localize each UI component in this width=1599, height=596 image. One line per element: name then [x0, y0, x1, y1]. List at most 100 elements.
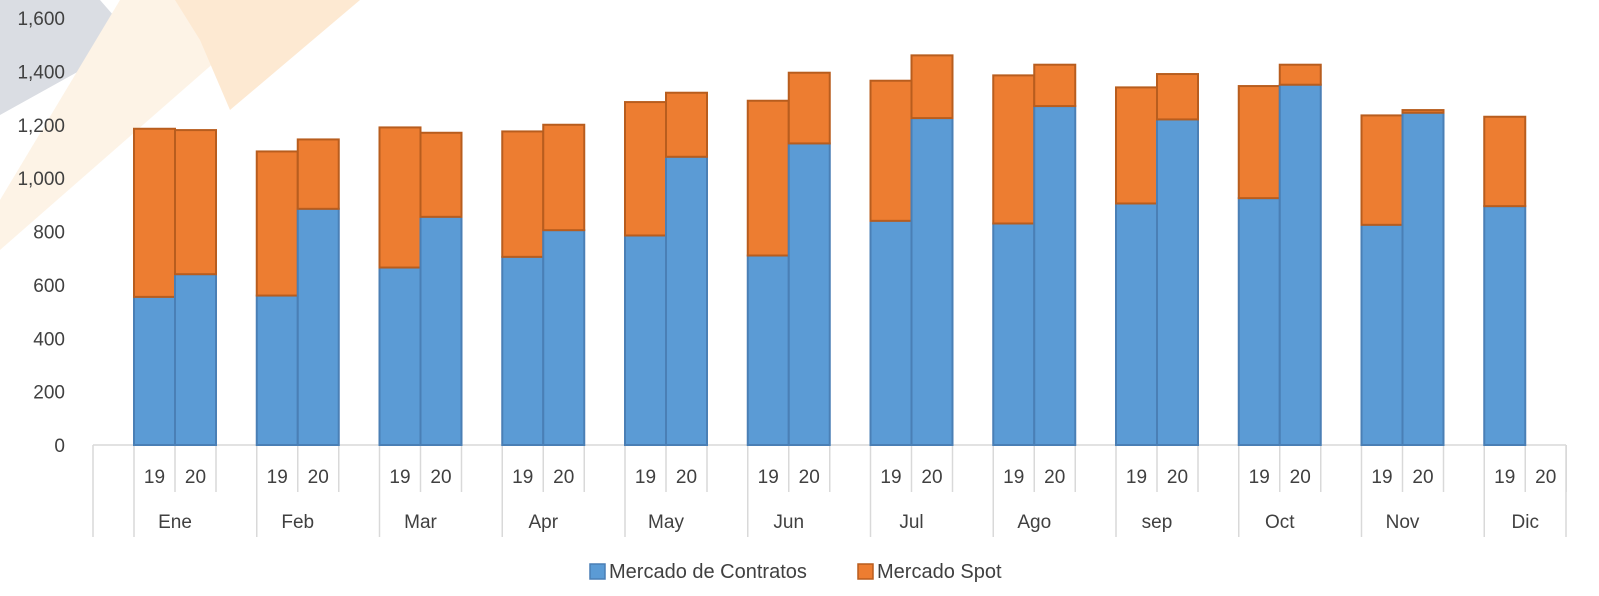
- y-tick-label: 1,600: [17, 9, 65, 30]
- x-subcategory-label: 19: [1249, 467, 1270, 488]
- bar-spot: [296, 138, 340, 210]
- x-subcategory-label: 19: [1003, 467, 1024, 488]
- x-subcategory-label: 19: [512, 467, 533, 488]
- bar-spot: [133, 127, 176, 298]
- bar-contratos: [665, 155, 708, 446]
- x-subcategory-label: 20: [553, 467, 574, 488]
- bar-contratos: [910, 117, 954, 446]
- bar-contratos: [1360, 223, 1404, 446]
- x-group-label: May: [648, 512, 684, 533]
- y-tick-label: 1,400: [17, 62, 65, 83]
- background-decoration: [0, 0, 360, 250]
- bar-contratos: [255, 294, 299, 446]
- bar-spot: [1156, 73, 1199, 121]
- x-group-label: Dic: [1512, 512, 1539, 533]
- x-subcategory-label: 20: [1167, 467, 1188, 488]
- bar-contratos: [133, 295, 176, 446]
- legend-label: Mercado Spot: [877, 561, 1002, 583]
- x-group-label: Ago: [1017, 512, 1051, 533]
- y-tick-label: 1,000: [17, 169, 65, 190]
- bar-spot: [746, 99, 790, 257]
- bar-spot: [1360, 114, 1404, 226]
- bar-contratos: [746, 254, 790, 446]
- x-group-label: Mar: [404, 512, 437, 533]
- x-subcategory-label: 20: [1535, 467, 1556, 488]
- bar-spot: [624, 101, 667, 237]
- y-tick-label: 200: [33, 383, 65, 404]
- bar-spot: [910, 54, 954, 120]
- legend-swatch: [857, 563, 874, 580]
- x-subcategory-label: 20: [676, 467, 697, 488]
- bar-spot: [665, 91, 708, 158]
- bar-contratos: [624, 234, 667, 446]
- x-subcategory-label: 20: [430, 467, 451, 488]
- x-subcategory-label: 20: [1290, 467, 1311, 488]
- bar-spot: [1401, 109, 1445, 114]
- bar-contratos: [869, 219, 913, 446]
- bar-spot: [255, 150, 299, 297]
- y-tick-label: 0: [54, 436, 65, 457]
- x-subcategory-label: 19: [1126, 467, 1147, 488]
- bar-contratos: [992, 222, 1036, 446]
- x-subcategory-label: 20: [1412, 467, 1433, 488]
- x-subcategory-label: 20: [799, 467, 820, 488]
- x-group-label: Oct: [1265, 512, 1295, 533]
- legend-label: Mercado de Contratos: [609, 561, 807, 583]
- x-subcategory-label: 20: [921, 467, 942, 488]
- y-tick-label: 400: [33, 329, 65, 350]
- bar-contratos: [1401, 111, 1445, 446]
- y-tick-label: 600: [33, 276, 65, 297]
- bar-contratos: [1156, 118, 1199, 446]
- x-subcategory-label: 19: [144, 467, 165, 488]
- bar-contratos: [378, 266, 422, 447]
- bar-spot: [787, 71, 831, 145]
- x-subcategory-label: 20: [185, 467, 206, 488]
- y-tick-label: 800: [33, 223, 65, 244]
- bar-contratos: [1483, 205, 1527, 446]
- x-subcategory-label: 20: [1044, 467, 1065, 488]
- bar-contratos: [419, 215, 463, 446]
- bar-contratos: [1115, 202, 1158, 446]
- bar-spot: [1278, 63, 1322, 86]
- bar-contratos: [1033, 105, 1077, 446]
- x-group-label: sep: [1142, 512, 1173, 533]
- legend-swatch: [589, 563, 606, 580]
- x-group-label: Ene: [158, 512, 192, 533]
- bar-spot: [174, 129, 217, 276]
- x-subcategory-label: 19: [880, 467, 901, 488]
- x-subcategory-label: 19: [758, 467, 779, 488]
- bar-contratos: [1237, 197, 1281, 446]
- bar-spot: [419, 131, 463, 218]
- x-group-label: Jul: [899, 512, 923, 533]
- x-group-label: Apr: [528, 512, 558, 533]
- bar-contratos: [787, 142, 831, 446]
- bar-spot: [992, 74, 1036, 225]
- bar-spot: [1115, 86, 1158, 205]
- bar-spot: [1033, 63, 1077, 108]
- x-group-label: Nov: [1386, 512, 1420, 533]
- bar-contratos: [542, 229, 586, 446]
- x-subcategory-label: 19: [389, 467, 410, 488]
- y-axis: 0 200 400 600 800 1,000 1,200 1,400 1,600: [17, 9, 65, 457]
- bar-contratos: [1278, 83, 1322, 446]
- y-tick-label: 1,200: [17, 116, 65, 137]
- x-subcategory-label: 19: [1371, 467, 1392, 488]
- x-group-label: Feb: [281, 512, 314, 533]
- x-subcategory-label: 19: [1494, 467, 1515, 488]
- x-subcategory-label: 19: [267, 467, 288, 488]
- bar-spot: [869, 79, 913, 222]
- bar-contratos: [174, 273, 217, 447]
- bar-spot: [1483, 115, 1527, 208]
- bar-contratos: [501, 255, 545, 446]
- bar-spot: [378, 126, 422, 269]
- bar-spot: [1237, 85, 1281, 200]
- bar-contratos: [296, 207, 340, 446]
- bar-spot: [542, 123, 586, 232]
- x-subcategory-label: 20: [308, 467, 329, 488]
- bar-spot: [501, 130, 545, 258]
- x-axis: 19 20 Ene 19 20 Feb 19 20 Mar 19 20 Apr 19 20 May 19 20 J…: [92, 444, 1567, 537]
- x-subcategory-label: 19: [635, 467, 656, 488]
- legend: Mercado de Contratos Mercado Spot: [589, 561, 1002, 583]
- x-group-label: Jun: [773, 512, 804, 533]
